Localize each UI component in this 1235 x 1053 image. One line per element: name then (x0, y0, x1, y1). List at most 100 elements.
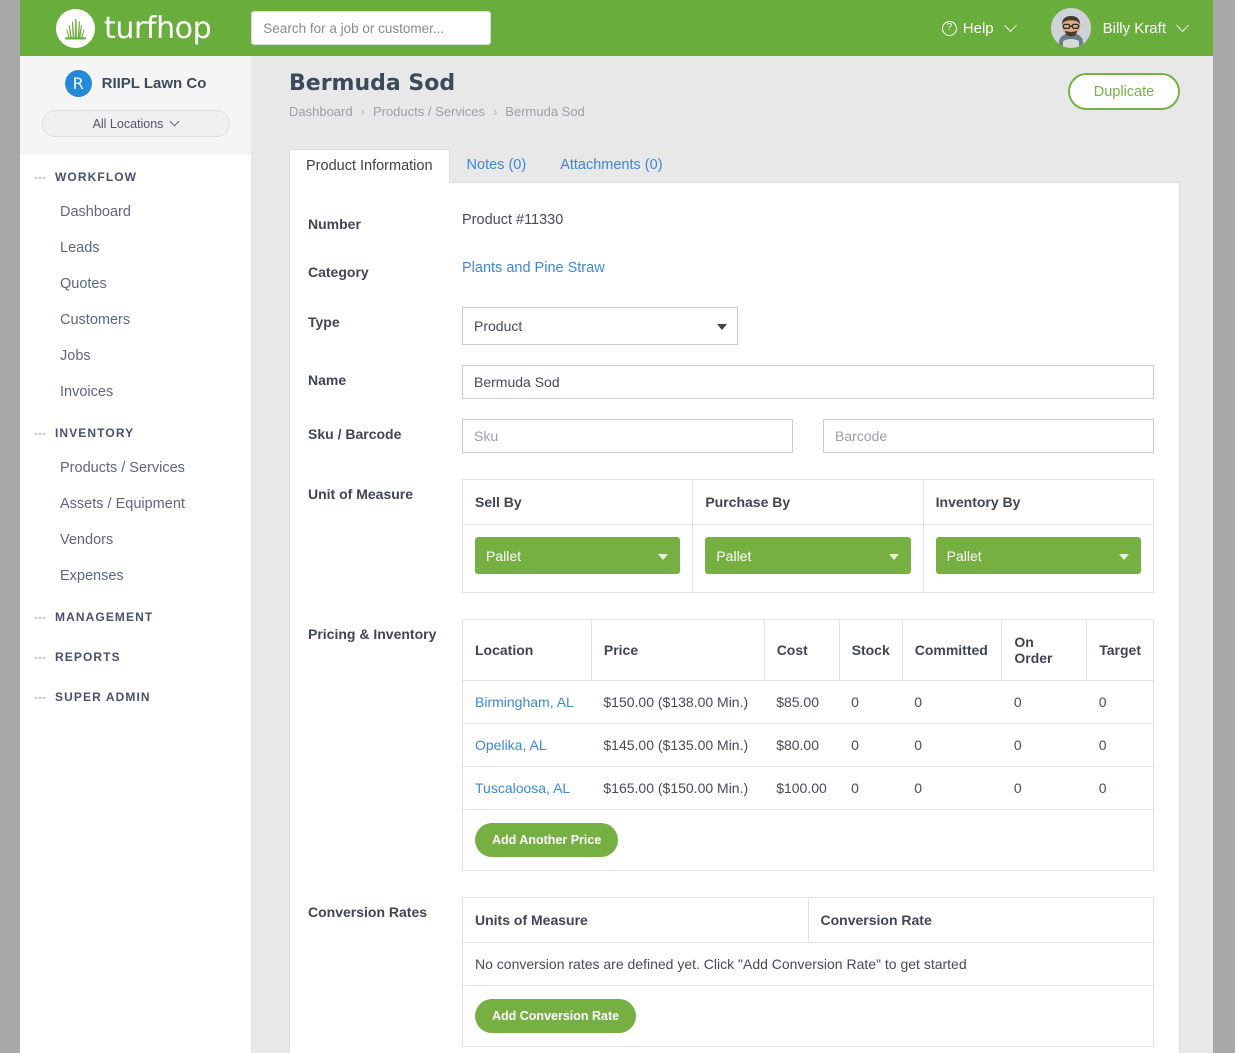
brand-name: turfhop (104, 10, 212, 46)
org-avatar-icon: R (64, 70, 92, 97)
field-row-unit-of-measure: Unit of Measure Sell By Purchase By Invent… (290, 479, 1179, 593)
location-filter-button[interactable]: All Locations (41, 110, 230, 137)
uom-select-value: Pallet (486, 547, 522, 564)
field-row-category: Category Plants and Pine Straw (290, 257, 1179, 283)
pricing-cell-cost: $85.00 (764, 680, 840, 724)
sidebar-section-label: MANAGEMENT (55, 610, 154, 624)
number-label: Number (308, 216, 361, 232)
pricing-column-header: Price (591, 619, 765, 681)
tab-notes[interactable]: Notes (0) (466, 157, 527, 173)
pricing-cell-target: 0 (1086, 766, 1154, 810)
topbar-right-group: ? Help Billy Kraft (941, 8, 1189, 48)
main-content: Bermuda Sod Dashboard › Products / Service… (251, 56, 1213, 1053)
search-input[interactable] (263, 20, 480, 36)
user-name-label: Billy Kraft (1102, 19, 1166, 37)
uom-select-value: Pallet (946, 547, 982, 564)
chevron-down-icon (1119, 553, 1129, 560)
top-navigation-bar: turfhop ? Help (20, 0, 1213, 56)
pricing-cell-location[interactable]: Tuscaloosa, AL (462, 766, 592, 810)
pricing-cell-price: $165.00 ($150.00 Min.) (591, 766, 765, 810)
sku-input[interactable]: Sku (462, 419, 793, 453)
chevron-down-icon (1003, 18, 1017, 32)
sidebar-item-assets-equipment[interactable]: Assets / Equipment (60, 496, 185, 512)
location-link[interactable]: Opelika, AL (475, 737, 547, 753)
sidebar-item-invoices[interactable]: Invoices (60, 384, 114, 400)
sidebar-item-leads[interactable]: Leads (60, 240, 100, 256)
add-conversion-rate-button[interactable]: Add Conversion Rate (475, 999, 637, 1033)
field-row-name: Name Bermuda Sod (290, 365, 1179, 399)
name-input-value: Bermuda Sod (474, 374, 560, 390)
sidebar-section-super-admin[interactable]: --- SUPER ADMIN (20, 674, 251, 714)
sidebar-item-quotes[interactable]: Quotes (60, 276, 107, 292)
table-row: Tuscaloosa, AL $165.00 ($150.00 Min.) $100… (462, 766, 1154, 810)
user-menu[interactable]: Billy Kraft (1102, 18, 1189, 37)
uom-select-sell-by[interactable]: Pallet (475, 537, 681, 574)
location-link[interactable]: Birmingham, AL (475, 694, 574, 710)
sidebar-item-dashboard[interactable]: Dashboard (60, 204, 131, 220)
sidebar-item-expenses[interactable]: Expenses (60, 568, 124, 584)
pricing-cell-target: 0 (1086, 723, 1154, 767)
sidebar-section-reports[interactable]: --- REPORTS (20, 634, 251, 674)
page-header: Bermuda Sod Dashboard › Products / Service… (251, 56, 1213, 119)
type-select[interactable]: Product (462, 307, 738, 345)
sidebar-item-jobs[interactable]: Jobs (60, 348, 91, 364)
field-row-conversion-rates: Conversion Rates Units of Measure Convers… (290, 897, 1179, 1047)
brand-logo[interactable]: turfhop (56, 8, 212, 48)
conversion-table-footer: Add Conversion Rate (462, 985, 1154, 1047)
location-link[interactable]: Tuscaloosa, AL (475, 780, 571, 796)
sidebar-item-products-services[interactable]: Products / Services (60, 460, 185, 476)
name-input[interactable]: Bermuda Sod (462, 365, 1154, 399)
duplicate-button[interactable]: Duplicate (1068, 73, 1180, 110)
uom-select-inventory-by[interactable]: Pallet (935, 537, 1141, 574)
tab-product-information[interactable]: Product Information (289, 149, 450, 183)
pricing-cell-location[interactable]: Birmingham, AL (462, 680, 592, 724)
breadcrumb-item[interactable]: Dashboard (289, 104, 353, 119)
pricing-cell-stock: 0 (839, 680, 903, 724)
uom-column-header: Inventory By (923, 479, 1154, 525)
org-row[interactable]: R RIIPL Lawn Co (20, 70, 251, 97)
uom-column-header: Sell By (462, 479, 694, 525)
pricing-cell-target: 0 (1086, 680, 1154, 724)
pricing-inventory-table: Location Price Cost Stock Committed On Order T… (462, 619, 1154, 871)
category-link[interactable]: Plants and Pine Straw (462, 260, 605, 276)
uom-cell: Pallet (692, 524, 924, 593)
sidebar-section-inventory[interactable]: --- INVENTORY (20, 410, 251, 450)
sidebar-section-management[interactable]: --- MANAGEMENT (20, 594, 251, 634)
product-information-panel: Number Product #11330 Category Plants an… (289, 182, 1180, 1053)
number-value: Product #11330 (462, 212, 564, 228)
breadcrumb-separator-icon: › (360, 104, 365, 119)
conversion-rates-table: Units of Measure Conversion Rate No conve… (462, 897, 1154, 1047)
uom-select-purchase-by[interactable]: Pallet (705, 537, 911, 574)
conversion-column-header: Conversion Rate (808, 897, 1154, 943)
table-row: Pallet Pallet Pallet (462, 524, 1154, 593)
sidebar-item-vendors[interactable]: Vendors (60, 532, 114, 548)
table-row: Opelika, AL $145.00 ($135.00 Min.) $80.00 0… (462, 723, 1154, 767)
field-row-sku-barcode: Sku / Barcode Sku Barcode (290, 419, 1179, 453)
barcode-input-placeholder: Barcode (835, 428, 888, 444)
pricing-column-header: Stock (839, 619, 903, 681)
sku-barcode-label: Sku / Barcode (308, 426, 402, 442)
avatar[interactable] (1050, 8, 1091, 48)
section-toggle-icon: --- (34, 650, 46, 664)
sidebar-section-workflow[interactable]: --- WORKFLOW (20, 154, 251, 194)
help-menu[interactable]: ? Help (941, 18, 1017, 37)
pricing-cell-stock: 0 (839, 723, 903, 767)
uom-cell: Pallet (923, 525, 1153, 593)
pricing-cell-cost: $100.00 (764, 766, 840, 810)
pricing-cell-committed: 0 (902, 723, 1002, 767)
conversion-empty-message: No conversion rates are defined yet. Cli… (462, 942, 1154, 986)
tab-attachments[interactable]: Attachments (0) (560, 157, 663, 173)
pricing-cell-location[interactable]: Opelika, AL (462, 723, 592, 767)
pricing-cell-price: $145.00 ($135.00 Min.) (591, 723, 765, 767)
breadcrumb-item: Bermuda Sod (505, 104, 585, 119)
conversion-rates-label: Conversion Rates (308, 904, 428, 920)
uom-select-value: Pallet (716, 547, 752, 564)
type-select-value: Product (474, 318, 523, 334)
pricing-column-header: Committed (902, 619, 1003, 681)
breadcrumb-item[interactable]: Products / Services (372, 104, 485, 119)
chevron-down-icon (1176, 18, 1189, 32)
add-another-price-button[interactable]: Add Another Price (475, 823, 619, 857)
barcode-input[interactable]: Barcode (823, 419, 1154, 453)
sidebar-item-customers[interactable]: Customers (60, 312, 131, 328)
global-search[interactable] (251, 11, 492, 45)
